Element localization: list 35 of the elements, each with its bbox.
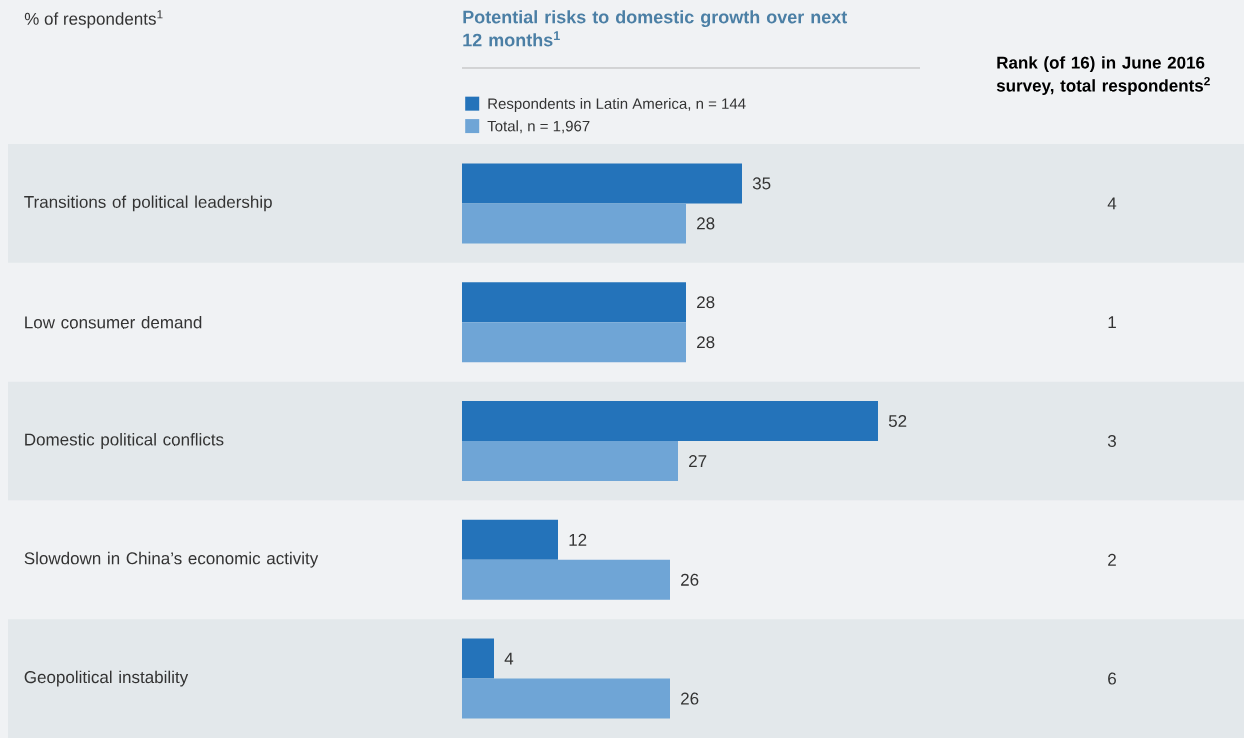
bar (462, 163, 742, 204)
y-tick-label: Transitions of political leadership (24, 195, 272, 212)
y-tick-label: Slowdown in China’s economic activity (24, 551, 319, 568)
text: 6 (1108, 672, 1116, 685)
bar (462, 282, 686, 323)
data-label: 27 (689, 455, 707, 467)
bar (462, 203, 686, 244)
bar (462, 400, 878, 441)
chart-title: Potential risks to domestic growth over next 12 months$^{1}$ (463, 10, 848, 47)
data-label: 28 (697, 296, 715, 309)
bar (462, 638, 495, 679)
text: 2 (1108, 553, 1116, 566)
bar (462, 519, 558, 560)
bar (462, 559, 670, 600)
bar (462, 678, 670, 719)
data-label: 26 (681, 573, 699, 586)
y-tick-label: Low consumer demand (25, 315, 202, 329)
bar (462, 440, 678, 481)
data-label: 4 (504, 652, 514, 665)
text: 1 (1108, 316, 1116, 329)
text: Rank (of 16) in June 2016 survey, total respondents$^{2}$ (996, 56, 1210, 96)
text: 3 (1107, 434, 1116, 448)
legend-label: Respondents in Latin America, n = 144 (488, 97, 746, 112)
text: % of respondents$^{1}$ (24, 10, 163, 29)
data-label: 28 (697, 217, 715, 230)
text: 4 (1107, 197, 1117, 210)
data-label: 12 (569, 533, 587, 546)
y-tick-label: Geopolitical instability (24, 670, 189, 687)
data-label: 26 (681, 692, 699, 705)
bar (462, 322, 686, 363)
y-tick-label: Domestic political conflicts (25, 433, 224, 449)
data-label: 28 (697, 336, 715, 349)
data-label: 52 (888, 414, 907, 428)
data-label: 35 (752, 177, 771, 190)
legend-label: Total, n = 1,967 (487, 120, 590, 134)
